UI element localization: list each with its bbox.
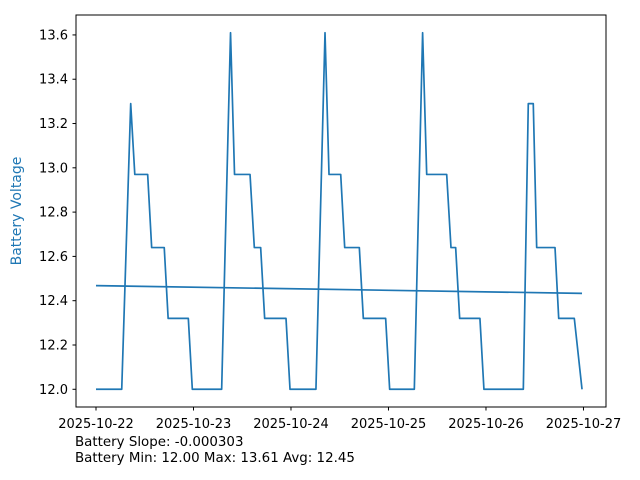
axes-frame bbox=[75, 14, 607, 408]
y-axis-label: Battery Voltage bbox=[9, 156, 25, 266]
y-tick-label: 12.0 bbox=[39, 383, 68, 398]
x-tick-label: 2025-10-27 bbox=[546, 417, 622, 432]
y-tick-label: 13.6 bbox=[39, 28, 68, 43]
y-tick-label: 13.2 bbox=[39, 117, 68, 132]
x-tick-label: 2025-10-22 bbox=[58, 417, 134, 432]
x-tick-label: 2025-10-24 bbox=[253, 417, 329, 432]
x-tick-label: 2025-10-26 bbox=[448, 417, 524, 432]
y-tick-label: 12.8 bbox=[39, 206, 68, 221]
x-tick-label: 2025-10-23 bbox=[156, 417, 232, 432]
stats-annotation: Battery Slope: -0.000303 Battery Min: 12… bbox=[75, 435, 355, 467]
annotation-min-max-avg: Battery Min: 12.00 Max: 13.61 Avg: 12.45 bbox=[75, 451, 355, 466]
annotation-slope: Battery Slope: -0.000303 bbox=[75, 435, 244, 450]
battery-voltage bbox=[95, 31, 583, 391]
x-tick-label: 2025-10-25 bbox=[351, 417, 427, 432]
y-tick-label: 12.2 bbox=[39, 338, 68, 353]
y-tick-label: 13.0 bbox=[39, 161, 68, 176]
y-tick-label: 12.4 bbox=[39, 294, 68, 309]
trend-line bbox=[95, 284, 583, 295]
y-tick-label: 12.6 bbox=[39, 250, 68, 265]
y-tick-label: 13.4 bbox=[39, 73, 68, 88]
